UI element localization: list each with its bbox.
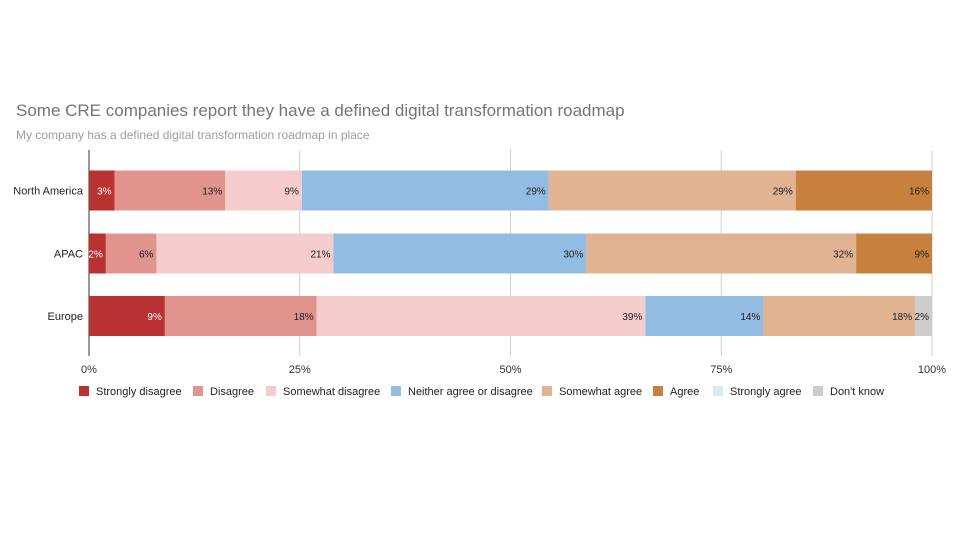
x-tick-label: 75% (710, 364, 732, 376)
data-label: 18% (892, 312, 912, 323)
data-label: 13% (202, 187, 222, 198)
legend-label: Strongly agree (730, 386, 802, 398)
legend-label: Somewhat disagree (283, 386, 380, 398)
category-label: APAC (54, 249, 83, 261)
data-label: 9% (147, 312, 162, 323)
bar-segment[interactable] (301, 170, 549, 211)
legend-label: Agree (670, 386, 699, 398)
data-label: 16% (909, 187, 929, 198)
x-tick-label: 0% (81, 364, 97, 376)
legend-swatch (79, 386, 89, 396)
data-label: 3% (97, 187, 112, 198)
data-label: 21% (310, 250, 330, 261)
data-label: 29% (773, 187, 793, 198)
bar-segment[interactable] (89, 233, 106, 274)
legend-label: Strongly disagree (96, 386, 182, 398)
bar-segment[interactable] (114, 170, 226, 211)
bar-segment[interactable] (586, 233, 857, 274)
bar-segment[interactable] (333, 233, 587, 274)
bar-segment[interactable] (763, 296, 916, 336)
data-label: 29% (526, 187, 546, 198)
x-tick-label: 100% (918, 364, 946, 376)
legend-label: Somewhat agree (559, 386, 642, 398)
category-label: Europe (48, 311, 83, 323)
data-label: 9% (284, 187, 299, 198)
chart-subtitle: My company has a defined digital transfo… (16, 128, 370, 142)
legend-label: Disagree (210, 386, 254, 398)
bar-segment[interactable] (645, 296, 764, 336)
legend-swatch (266, 386, 276, 396)
legend-label: Don't know (830, 386, 884, 398)
data-label: 2% (88, 250, 103, 261)
legend-swatch (391, 386, 401, 396)
bar-segment[interactable] (89, 170, 115, 211)
bar-segment[interactable] (795, 170, 932, 211)
x-tick-label: 25% (289, 364, 311, 376)
data-label: 32% (833, 250, 853, 261)
bar-segment[interactable] (856, 233, 932, 274)
x-tick-label: 50% (499, 364, 521, 376)
legend-swatch (813, 386, 823, 396)
chart-title: Some CRE companies report they have a de… (16, 101, 625, 120)
legend-label: Neither agree or disagree (408, 386, 533, 398)
legend-swatch (713, 386, 723, 396)
data-label: 6% (139, 250, 154, 261)
bar-segment[interactable] (156, 233, 334, 274)
data-label: 14% (740, 312, 760, 323)
data-label: 2% (915, 312, 930, 323)
bar-segment[interactable] (548, 170, 796, 211)
bar-segment[interactable] (89, 296, 165, 336)
bar-segment[interactable] (164, 296, 317, 336)
legend-swatch (193, 386, 203, 396)
bar-segment[interactable] (105, 233, 157, 274)
category-label: North America (13, 186, 84, 198)
bar-segment[interactable] (316, 296, 646, 336)
bar-segment[interactable] (915, 296, 932, 336)
legend-swatch (542, 386, 552, 396)
data-label: 39% (622, 312, 642, 323)
data-label: 18% (294, 312, 314, 323)
data-label: 30% (563, 250, 583, 261)
legend-swatch (653, 386, 663, 396)
data-label: 9% (915, 250, 930, 261)
bar-segment[interactable] (225, 170, 302, 211)
